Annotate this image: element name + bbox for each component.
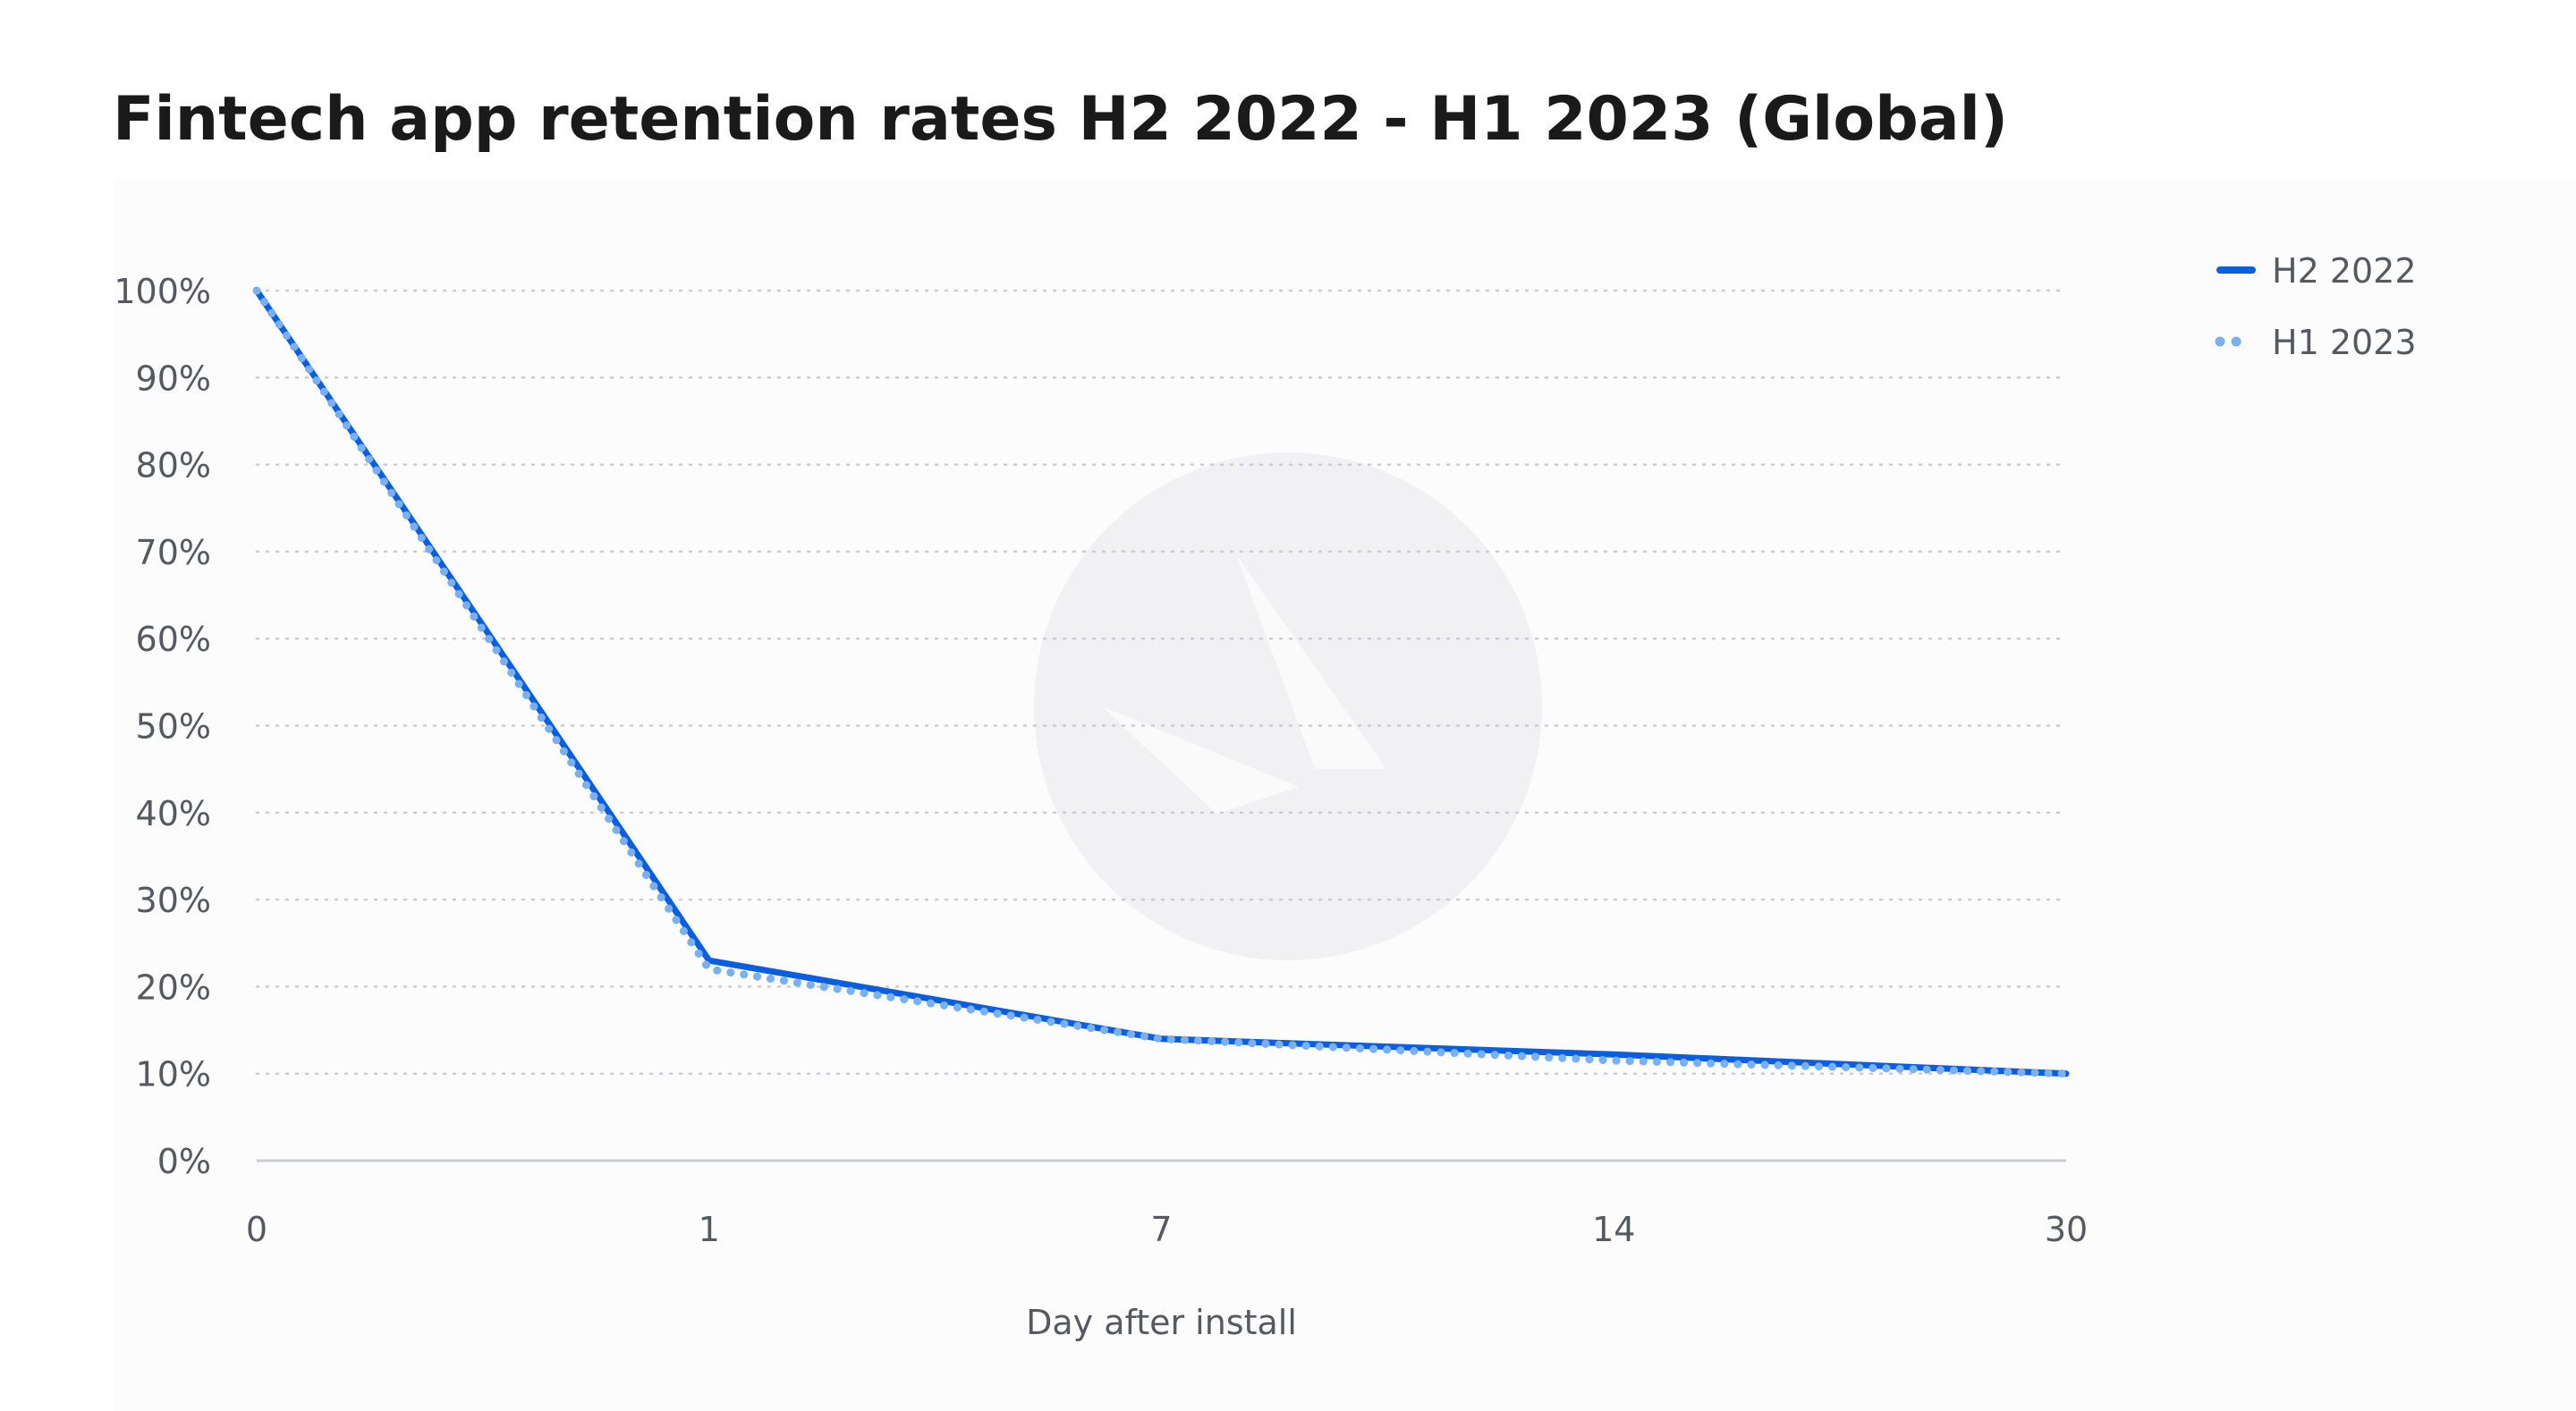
y-tick-label: 70% [136, 533, 211, 572]
x-tick-label: 1 [699, 1210, 720, 1249]
y-tick-label: 50% [136, 707, 211, 747]
y-tick-label: 60% [136, 620, 211, 659]
watermark-circle [1034, 452, 1542, 960]
legend-item-h2-2022[interactable]: H2 2022 [2216, 251, 2417, 291]
legend-label-h2-2022: H2 2022 [2272, 251, 2417, 291]
y-tick-label: 20% [136, 967, 211, 1007]
legend-label-h1-2023: H1 2023 [2272, 323, 2417, 362]
grid-layer [255, 289, 2068, 1075]
x-axis-ticks: 0 1 7 14 30 [246, 1210, 2088, 1249]
y-tick-label: 0% [157, 1142, 211, 1181]
x-axis-title: Day after install [1026, 1303, 1297, 1342]
x-tick-label: 7 [1150, 1210, 1172, 1249]
watermark-logo-icon [1034, 452, 1542, 960]
legend: H2 2022 H1 2023 [2215, 251, 2417, 362]
series-layer [252, 286, 2071, 1078]
y-tick-label: 90% [136, 359, 211, 398]
watermark-mark [1102, 554, 1386, 814]
x-tick-label: 0 [246, 1210, 267, 1249]
y-axis-ticks: 0% 10% 20% 30% 40% 50% 60% 70% 80% 90% 100% [114, 272, 211, 1181]
y-tick-label: 80% [136, 446, 211, 486]
y-tick-label: 100% [114, 272, 211, 311]
legend-item-h1-2023[interactable]: H1 2023 [2215, 323, 2417, 362]
y-tick-label: 10% [136, 1055, 211, 1094]
x-tick-label: 30 [2045, 1210, 2088, 1249]
y-tick-label: 40% [136, 794, 211, 833]
chart-title: Fintech app retention rates H2 2022 - H1… [113, 84, 2008, 155]
x-tick-label: 14 [1592, 1210, 1635, 1249]
y-tick-label: 30% [136, 881, 211, 920]
